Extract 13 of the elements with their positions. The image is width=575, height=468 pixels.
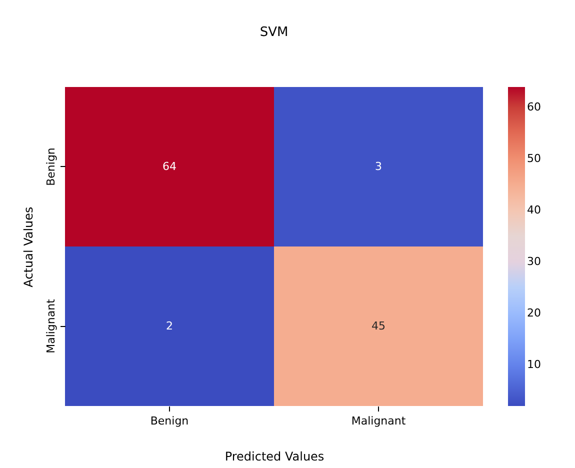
color-bar-label: 10 <box>527 358 541 371</box>
data-label: 2 <box>166 319 173 332</box>
color-bar-label: 40 <box>527 203 541 216</box>
chart-title: SVM <box>260 25 288 40</box>
data-label: 3 <box>375 160 382 173</box>
color-bar-label: 30 <box>527 254 541 268</box>
color-bar-label: 60 <box>527 100 541 114</box>
data-label: 64 <box>162 160 176 173</box>
data-label: 45 <box>372 319 386 332</box>
color-bar-label: 50 <box>527 152 541 166</box>
y-axis-title: Actual Values <box>22 206 36 288</box>
x-axis-title: Predicted Values <box>224 450 324 464</box>
color-bar-label: 20 <box>527 306 541 320</box>
